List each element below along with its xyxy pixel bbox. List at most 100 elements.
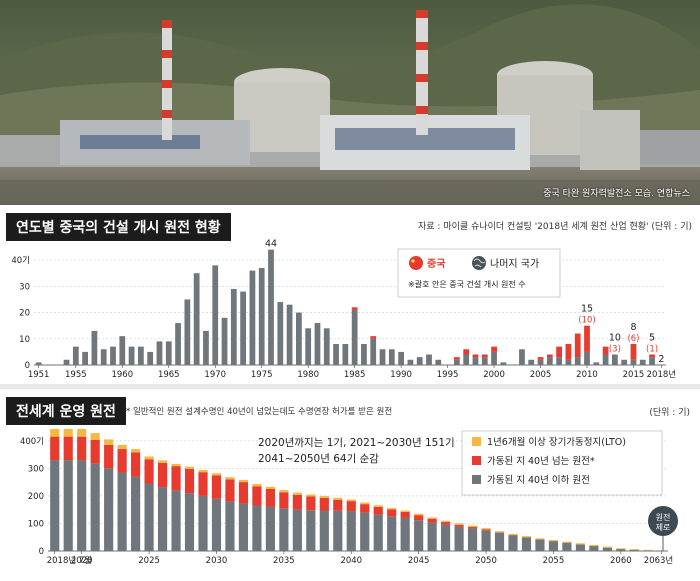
china-flag-star xyxy=(411,259,415,263)
chart1-bar-china xyxy=(537,357,544,360)
chart2-bar-over40 xyxy=(50,436,60,461)
chart2-note: * 일반적인 원전 설계수명인 40년이 넘었는데도 수명연장 허가를 받은 원… xyxy=(126,407,393,417)
chart1-bar-others xyxy=(212,265,219,365)
chart2-bar-under40 xyxy=(616,549,626,551)
chart1-bar-others xyxy=(528,359,535,365)
chart2-bar-under40 xyxy=(589,546,599,551)
photo-illustration xyxy=(0,0,700,205)
chart2-bar-over40 xyxy=(306,496,316,511)
chart2-bar-over40 xyxy=(454,524,464,527)
nuclear-plant-photo: 중국 타완 원자력발전소 모습. 연합뉴스 xyxy=(0,0,700,205)
chart2-bar-lto xyxy=(157,460,168,463)
chart1-bar-others xyxy=(649,357,655,365)
chart1-x-tick: 2015 xyxy=(623,370,645,380)
chart2-bar-under40 xyxy=(360,512,370,551)
chart2-bar-lto xyxy=(346,499,356,502)
chart1-bar-china xyxy=(565,344,572,360)
chart1-bar-others xyxy=(639,359,646,365)
chart1-x-tick: 1980 xyxy=(297,370,319,380)
chart2-bar-under40 xyxy=(319,510,329,551)
chart2-y-tick: 400기 xyxy=(20,437,44,447)
chart2-bar-lto xyxy=(441,520,451,523)
chart1-bar-others xyxy=(314,323,321,365)
chart2-bar-under40 xyxy=(521,537,532,551)
chart1-y-tick: 40기 xyxy=(11,256,30,266)
chart1-bar-china xyxy=(491,346,497,352)
chart2-legend-over40-swatch xyxy=(472,456,481,465)
chart1-title: 연도별 중국의 건설 개시 원전 현황 xyxy=(6,213,231,241)
chart1-x-tick: 2005 xyxy=(530,370,552,380)
chart2-x-tick: 2060 xyxy=(610,556,632,566)
chart2-bar-over40 xyxy=(117,449,127,473)
chart1-bar-others xyxy=(110,346,116,365)
chart2-bar-under40 xyxy=(144,483,154,551)
chart1-bar-others xyxy=(63,359,70,365)
chart1-data-label-china: (6) xyxy=(627,334,639,344)
chart2-bar-under40 xyxy=(427,522,437,551)
chart1-bar-others xyxy=(286,304,293,365)
chart2-bar-under40 xyxy=(629,549,639,551)
chart2-title: 전세계 운영 원전 xyxy=(6,397,126,425)
chart2-bar-lto xyxy=(77,428,87,437)
chart2-bar-over40 xyxy=(252,486,262,506)
chart2-bar-under40 xyxy=(63,460,73,551)
chart2-bar-lto xyxy=(467,525,478,528)
chart1-bar-others xyxy=(342,344,349,365)
chart1-x-tick: 1985 xyxy=(344,370,366,380)
chart1-bar-others xyxy=(435,359,442,365)
chart1-bar-others xyxy=(100,349,107,365)
chart1-bar-others xyxy=(277,302,284,365)
china-flag-icon xyxy=(409,256,423,270)
chart2-bar-lto xyxy=(387,508,397,510)
chart1-svg: 0 10 20 30 40기 1951 1955 1960 1965 1970 1975 1980 19… xyxy=(11,239,676,380)
chart1-data-label: 2 xyxy=(658,354,664,365)
chart2-bar-lto xyxy=(562,541,572,543)
chart2-bar-lto xyxy=(225,477,235,480)
chart1-bar-others xyxy=(138,346,144,365)
chart1-bar-others xyxy=(128,346,135,365)
chart2-bar-over40 xyxy=(104,444,114,469)
chart2-bar-over40 xyxy=(77,436,87,461)
chart1-bar-others xyxy=(175,323,181,365)
chart1-bar-others xyxy=(612,354,618,365)
chart2-bar-under40 xyxy=(265,506,275,551)
globe-icon-lines xyxy=(473,258,486,268)
chart1-bar-others xyxy=(491,351,497,365)
chart2-bar-lto xyxy=(184,466,195,469)
chart2-bar-under40 xyxy=(400,517,410,551)
chart1-legend-note: ※괄호 안은 중국 건설 개시 원전 수 xyxy=(408,279,526,289)
chart1-bar-others xyxy=(500,362,507,365)
chart2-bar-over40 xyxy=(90,439,100,464)
chart2-bar-over40 xyxy=(238,482,249,504)
chart2-x-tick: 2050 xyxy=(475,556,497,566)
chart1-bar-china xyxy=(472,354,479,358)
chart2-bar-under40 xyxy=(346,511,356,551)
chart2-legend-under40-swatch xyxy=(472,475,481,484)
chart1-y-tick: 0 xyxy=(25,361,30,371)
chart1-data-label: 15 xyxy=(581,304,593,315)
chart2-bar-lto xyxy=(414,513,424,516)
chart2-bar-over40 xyxy=(157,462,168,488)
chart2-bar-under40 xyxy=(562,542,572,551)
chart1-x-tick: 1951 xyxy=(28,370,50,380)
chart1-bar-others xyxy=(119,336,126,365)
chart1-bar-china xyxy=(630,344,637,360)
chart2-bar-over40 xyxy=(414,515,424,521)
chart2-bar-lto xyxy=(171,463,181,467)
chart1-bar-china xyxy=(584,325,590,352)
chart2-bar-lto xyxy=(360,502,370,505)
chart1-x-tick: 1990 xyxy=(390,370,412,380)
chart2-bar-over40 xyxy=(198,472,208,496)
chart2-bar-over40 xyxy=(279,492,289,509)
chart1-bar-others xyxy=(165,341,172,365)
chart2-y-tick: 0 xyxy=(39,547,44,557)
chart1-legend: 중국 나머지 국가 ※괄호 안은 중국 건설 개시 원전 수 xyxy=(397,248,561,298)
chart2-bar-under40 xyxy=(508,535,518,551)
chart1-source: 자료 : 마이클 슈나이더 컨설팅 '2018년 세계 원전 산업 현황' (단… xyxy=(418,222,692,232)
chart2-bar-lto xyxy=(454,523,464,525)
chart1-x-tick: 2018년 xyxy=(647,369,676,380)
chart2-bar-lto xyxy=(535,538,545,540)
chart1-bar-others xyxy=(472,357,479,365)
chart1-bar-others xyxy=(388,349,395,365)
chart1-bar-others xyxy=(519,349,525,365)
